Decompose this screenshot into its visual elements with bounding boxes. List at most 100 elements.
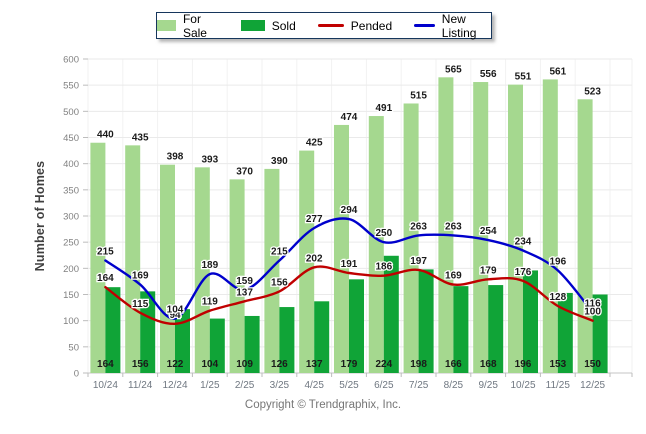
label-new-listing: 263 bbox=[445, 221, 462, 232]
label-new-listing: 277 bbox=[306, 214, 323, 225]
bar-sold bbox=[453, 286, 469, 373]
x-tick-label: 11/24 bbox=[128, 380, 153, 391]
x-tick-label: 2/25 bbox=[235, 380, 255, 391]
label-pended: 156 bbox=[271, 277, 288, 288]
label-new-listing: 294 bbox=[341, 205, 358, 216]
label-new-listing: 215 bbox=[271, 246, 288, 257]
bar-for-sale bbox=[508, 84, 523, 373]
y-tick-label: 150 bbox=[63, 290, 79, 301]
label-new-listing: 104 bbox=[167, 305, 184, 316]
label-for-sale: 440 bbox=[97, 130, 114, 141]
label-new-listing: 116 bbox=[585, 298, 602, 309]
label-sold: 137 bbox=[306, 359, 323, 370]
y-tick-label: 500 bbox=[63, 107, 79, 118]
label-pended: 197 bbox=[410, 256, 427, 267]
label-for-sale: 565 bbox=[445, 64, 462, 75]
label-sold: 196 bbox=[515, 359, 532, 370]
label-new-listing: 250 bbox=[375, 228, 392, 239]
label-sold: 164 bbox=[97, 359, 114, 370]
legend-label-sold: Sold bbox=[271, 18, 296, 33]
line-pended bbox=[104, 265, 594, 326]
bar-for-sale bbox=[299, 150, 315, 373]
label-for-sale: 425 bbox=[306, 138, 323, 149]
label-sold: 109 bbox=[236, 359, 253, 370]
bar-for-sale bbox=[577, 99, 593, 374]
y-tick-label: 350 bbox=[63, 185, 79, 196]
y-tick-label: 50 bbox=[68, 342, 79, 353]
bar-for-sale bbox=[368, 116, 384, 373]
label-pended: 94 bbox=[169, 310, 181, 321]
x-tick-label: 8/25 bbox=[444, 380, 464, 391]
legend-label-pended: Pended bbox=[350, 18, 393, 33]
label-for-sale: 556 bbox=[480, 69, 497, 80]
legend-item-sold: Sold bbox=[240, 18, 296, 33]
label-for-sale: 435 bbox=[132, 132, 149, 143]
bar-for-sale bbox=[125, 145, 141, 373]
x-tick-label: 5/25 bbox=[339, 380, 359, 391]
label-pended: 137 bbox=[236, 287, 253, 298]
y-tick-label: 400 bbox=[63, 159, 79, 170]
label-sold: 150 bbox=[584, 359, 601, 370]
label-pended: 169 bbox=[445, 271, 462, 282]
label-new-listing: 189 bbox=[201, 260, 218, 271]
footer-copyright: Copyright © Trendgraphix, Inc. bbox=[244, 399, 402, 411]
bar-sold bbox=[349, 279, 364, 373]
y-tick-label: 450 bbox=[63, 133, 79, 144]
label-sold: 122 bbox=[167, 359, 184, 370]
x-tick-label: 10/24 bbox=[93, 380, 118, 391]
label-new-listing: 254 bbox=[480, 226, 497, 237]
bar-sold bbox=[105, 287, 121, 373]
y-tick-label: 0 bbox=[74, 369, 79, 380]
x-tick-label: 7/25 bbox=[409, 380, 429, 391]
legend: For Sale Sold Pended New Listing bbox=[156, 12, 492, 40]
bar-sold bbox=[244, 315, 260, 373]
label-new-listing: 234 bbox=[515, 237, 532, 248]
x-tick-label: 9/25 bbox=[478, 380, 498, 391]
label-sold: 153 bbox=[549, 359, 566, 370]
label-for-sale: 393 bbox=[201, 154, 218, 165]
legend-swatch-new-listing bbox=[414, 24, 435, 27]
label-pended: 164 bbox=[97, 273, 114, 284]
label-pended: 176 bbox=[515, 267, 532, 278]
label-for-sale: 398 bbox=[167, 152, 184, 163]
label-new-listing: 263 bbox=[410, 221, 427, 232]
y-tick-label: 100 bbox=[63, 316, 79, 327]
bar-for-sale bbox=[438, 77, 454, 374]
legend-swatch-pended bbox=[317, 24, 344, 27]
label-for-sale: 474 bbox=[341, 112, 358, 123]
bar-sold bbox=[383, 255, 399, 373]
label-pended: 115 bbox=[132, 299, 149, 310]
label-new-listing: 196 bbox=[549, 256, 566, 267]
x-tick-label: 12/25 bbox=[580, 380, 605, 391]
label-pended: 100 bbox=[584, 307, 601, 318]
legend-item-new-listing: New Listing bbox=[414, 12, 491, 40]
label-sold: 224 bbox=[375, 359, 392, 370]
bar-sold bbox=[314, 301, 330, 373]
x-tick-label: 6/25 bbox=[374, 380, 394, 391]
label-sold: 198 bbox=[410, 359, 427, 370]
bar-sold bbox=[523, 270, 538, 373]
label-pended: 179 bbox=[480, 265, 497, 276]
label-pended: 128 bbox=[549, 292, 566, 303]
legend-item-pended: Pended bbox=[317, 18, 393, 33]
y-tick-label: 200 bbox=[63, 264, 79, 275]
x-tick-label: 11/25 bbox=[546, 380, 571, 391]
label-for-sale: 390 bbox=[271, 156, 288, 167]
bar-for-sale bbox=[229, 179, 245, 373]
bar-sold bbox=[175, 309, 190, 373]
legend-item-for-sale: For Sale bbox=[157, 12, 219, 40]
bar-sold bbox=[557, 292, 573, 373]
label-sold: 179 bbox=[341, 359, 358, 370]
bar-for-sale bbox=[194, 167, 210, 373]
label-sold: 126 bbox=[271, 359, 288, 370]
bar-sold bbox=[488, 285, 504, 373]
x-tick-label: 1/25 bbox=[200, 380, 220, 391]
x-tick-label: 4/25 bbox=[304, 380, 324, 391]
bar-sold bbox=[418, 269, 434, 373]
label-for-sale: 370 bbox=[236, 166, 253, 177]
y-tick-label: 600 bbox=[63, 55, 79, 66]
label-sold: 166 bbox=[445, 359, 462, 370]
legend-label-new-listing: New Listing bbox=[441, 11, 477, 40]
